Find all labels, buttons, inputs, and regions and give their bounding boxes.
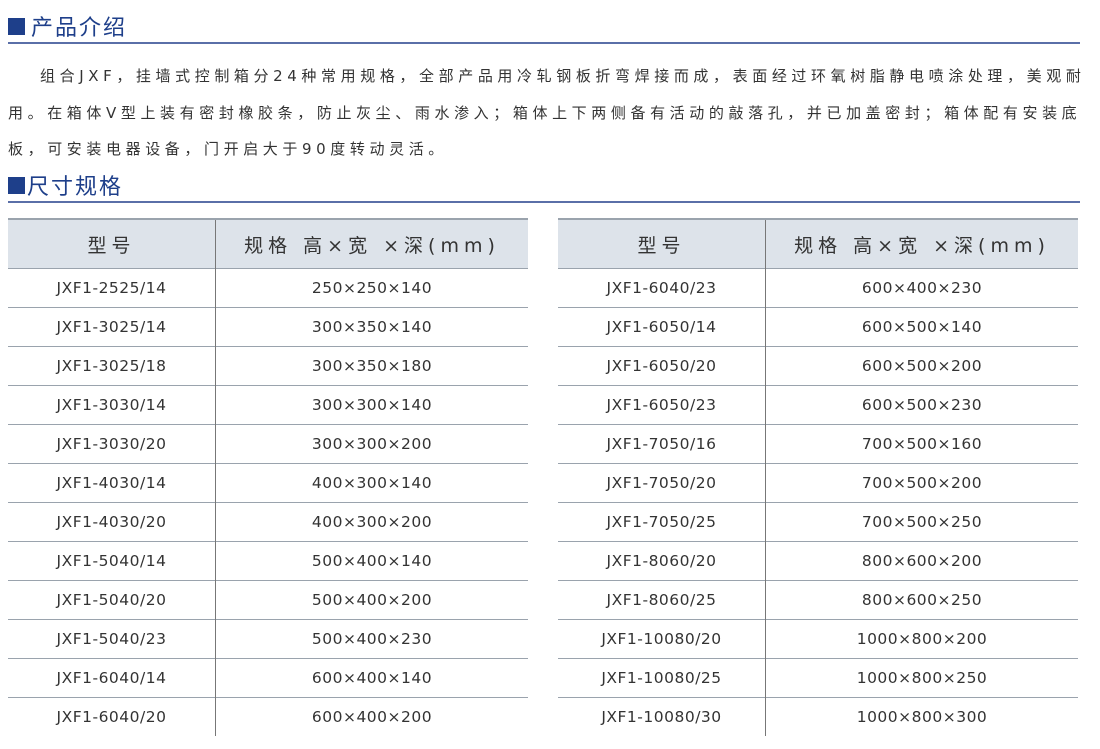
model-cell: JXF1-6050/23 (558, 385, 766, 425)
table-row: JXF1-10080/25 1000×800×250 (558, 658, 1078, 698)
spec-table-right: 型号 规格 高×宽 ×深(mm) JXF1-6040/23 600×400×230… (558, 218, 1078, 736)
size-cell: 300×350×140 (215, 307, 528, 347)
size-cell: 1000×800×200 (765, 619, 1078, 659)
size-cell: 500×400×200 (215, 580, 528, 620)
intro-title: 产品介绍 (31, 16, 128, 41)
table-row: JXF1-6050/20 600×500×200 (558, 346, 1078, 386)
table-row: JXF1-4030/20 400×300×200 (8, 502, 528, 542)
size-cell: 800×600×250 (765, 580, 1078, 620)
model-cell: JXF1-4030/20 (8, 502, 216, 542)
model-cell: JXF1-6050/20 (558, 346, 766, 386)
model-cell: JXF1-6040/20 (8, 697, 216, 736)
size-cell: 600×400×200 (215, 697, 528, 736)
size-cell: 700×500×250 (765, 502, 1078, 542)
table-row: JXF1-8060/20 800×600×200 (558, 541, 1078, 581)
size-cell: 400×300×200 (215, 502, 528, 542)
table-row: JXF1-6040/23 600×400×230 (558, 268, 1078, 308)
model-cell: JXF1-10080/30 (558, 697, 766, 736)
size-cell: 700×500×160 (765, 424, 1078, 464)
model-cell: JXF1-7050/25 (558, 502, 766, 542)
intro-paragraph: 组合JXF，挂墙式控制箱分24种常用规格，全部产品用冷轧钢板折弯焊接而成，表面经… (8, 58, 1090, 168)
model-cell: JXF1-5040/20 (8, 580, 216, 620)
model-cell: JXF1-6040/23 (558, 268, 766, 308)
size-cell: 500×400×230 (215, 619, 528, 659)
square-bullet-icon (8, 176, 25, 194)
table-row: JXF1-5040/14 500×400×140 (8, 541, 528, 581)
model-cell: JXF1-10080/25 (558, 658, 766, 698)
model-cell: JXF1-5040/14 (8, 541, 216, 581)
header-model: 型号 (558, 218, 766, 269)
table-row: JXF1-4030/14 400×300×140 (8, 463, 528, 503)
table-row: JXF1-7050/16 700×500×160 (558, 424, 1078, 464)
table-row: JXF1-3030/14 300×300×140 (8, 385, 528, 425)
spec-heading: 尺寸规格 (8, 169, 123, 201)
size-cell: 600×500×200 (765, 346, 1078, 386)
model-cell: JXF1-7050/20 (558, 463, 766, 503)
table-row: JXF1-2525/14 250×250×140 (8, 268, 528, 308)
model-cell: JXF1-2525/14 (8, 268, 216, 308)
model-cell: JXF1-4030/14 (8, 463, 216, 503)
table-row: JXF1-7050/20 700×500×200 (558, 463, 1078, 503)
square-bullet-icon (8, 17, 25, 35)
model-cell: JXF1-7050/16 (558, 424, 766, 464)
table-row: JXF1-7050/25 700×500×250 (558, 502, 1078, 542)
model-cell: JXF1-6040/14 (8, 658, 216, 698)
model-cell: JXF1-3030/14 (8, 385, 216, 425)
model-cell: JXF1-8060/25 (558, 580, 766, 620)
model-cell: JXF1-8060/20 (558, 541, 766, 581)
size-cell: 300×300×140 (215, 385, 528, 425)
size-cell: 600×400×140 (215, 658, 528, 698)
table-row: JXF1-10080/30 1000×800×300 (558, 697, 1078, 736)
size-cell: 1000×800×300 (765, 697, 1078, 736)
spec-table-left: 型号 规格 高×宽 ×深(mm) JXF1-2525/14 250×250×140… (8, 218, 528, 736)
size-cell: 600×500×140 (765, 307, 1078, 347)
header-size: 规格 高×宽 ×深(mm) (765, 218, 1078, 269)
model-cell: JXF1-10080/20 (558, 619, 766, 659)
model-cell: JXF1-3025/18 (8, 346, 216, 386)
model-cell: JXF1-5040/23 (8, 619, 216, 659)
table-row: JXF1-6050/23 600×500×230 (558, 385, 1078, 425)
table-row: JXF1-5040/23 500×400×230 (8, 619, 528, 659)
header-model: 型号 (8, 218, 216, 269)
table-row: JXF1-6040/14 600×400×140 (8, 658, 528, 698)
intro-heading: 产品介绍 (8, 10, 127, 42)
size-cell: 250×250×140 (215, 268, 528, 308)
size-cell: 400×300×140 (215, 463, 528, 503)
model-cell: JXF1-3025/14 (8, 307, 216, 347)
table-row: JXF1-3025/18 300×350×180 (8, 346, 528, 386)
size-cell: 300×350×180 (215, 346, 528, 386)
table-row: JXF1-6040/20 600×400×200 (8, 697, 528, 736)
size-cell: 700×500×200 (765, 463, 1078, 503)
size-cell: 600×400×230 (765, 268, 1078, 308)
table-row: JXF1-8060/25 800×600×250 (558, 580, 1078, 620)
size-cell: 300×300×200 (215, 424, 528, 464)
table-row: JXF1-3025/14 300×350×140 (8, 307, 528, 347)
table-row: JXF1-6050/14 600×500×140 (558, 307, 1078, 347)
spec-title: 尺寸规格 (27, 175, 124, 200)
size-cell: 600×500×230 (765, 385, 1078, 425)
divider (8, 42, 1080, 44)
size-cell: 500×400×140 (215, 541, 528, 581)
table-row: JXF1-5040/20 500×400×200 (8, 580, 528, 620)
model-cell: JXF1-6050/14 (558, 307, 766, 347)
header-size: 规格 高×宽 ×深(mm) (215, 218, 528, 269)
size-cell: 800×600×200 (765, 541, 1078, 581)
table-row: JXF1-3030/20 300×300×200 (8, 424, 528, 464)
table-row: JXF1-10080/20 1000×800×200 (558, 619, 1078, 659)
intro-text: 组合JXF，挂墙式控制箱分24种常用规格，全部产品用冷轧钢板折弯焊接而成，表面经… (8, 67, 1086, 158)
divider (8, 201, 1080, 203)
size-cell: 1000×800×250 (765, 658, 1078, 698)
model-cell: JXF1-3030/20 (8, 424, 216, 464)
